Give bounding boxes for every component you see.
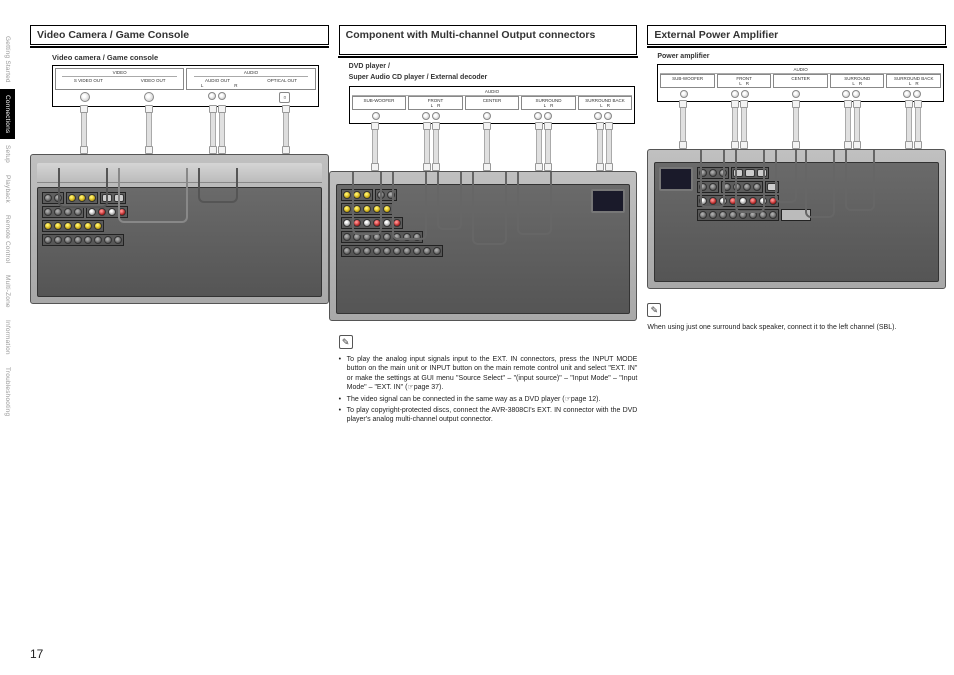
port-audio-l <box>208 92 216 100</box>
cable-icon <box>741 102 747 147</box>
section-title-2: Component with Multi-channel Output conn… <box>339 25 638 55</box>
device-label-2a: DVD player / <box>349 63 638 71</box>
port-icon <box>731 90 739 98</box>
port-icon <box>680 90 688 98</box>
port-icon <box>913 90 921 98</box>
port-icon <box>534 112 542 120</box>
cable-icon <box>424 124 430 169</box>
section-title-1: Video Camera / Game Console <box>30 25 329 45</box>
port-icon <box>741 90 749 98</box>
cable-icon <box>81 107 87 152</box>
cable-icon <box>597 124 603 169</box>
bullet-1: To play the analog input signals input t… <box>339 355 638 393</box>
cable-icon <box>484 124 490 169</box>
note-bullets: To play the analog input signals input t… <box>339 355 638 425</box>
cable-icon <box>372 124 378 169</box>
port-icon <box>432 112 440 120</box>
sidebar-item-troubleshooting[interactable]: Troubleshooting <box>0 361 15 422</box>
cable-icon <box>545 124 551 169</box>
port-icon <box>594 112 602 120</box>
sidebar-item-remote[interactable]: Remote Control <box>0 209 15 269</box>
receiver-diagram-2 <box>329 171 638 321</box>
bullet-3: To play copyright-protected discs, conne… <box>339 406 638 425</box>
device-box-3: AUDIO SUB-WOOFER FRONTLR CENTER SURROUND… <box>657 64 944 102</box>
cable-icon <box>906 102 912 147</box>
cable-icon <box>915 102 921 147</box>
pencil-note-icon: ✎ <box>647 303 661 317</box>
sidebar-item-getting-started[interactable]: Getting Started <box>0 30 15 89</box>
cable-zone-1 <box>52 107 319 152</box>
lr-r: R <box>234 83 237 88</box>
port-icon <box>544 112 552 120</box>
col-power-amp: External Power Amplifier Power amplifier… <box>647 25 946 427</box>
audio-header-2: AUDIO <box>352 89 633 96</box>
cable-icon <box>433 124 439 169</box>
ch-center: CENTER <box>483 98 502 103</box>
col-multichannel: Component with Multi-channel Output conn… <box>339 25 638 427</box>
sidebar-item-multizone[interactable]: Multi-Zone <box>0 269 15 314</box>
cable-icon <box>680 102 686 147</box>
port-label-video: VIDEO OUT <box>141 78 166 83</box>
cable-icon <box>854 102 860 147</box>
device-box-2: AUDIO SUB-WOOFER FRONTLR CENTER SURROUND… <box>349 86 636 124</box>
screen-icon <box>591 189 625 213</box>
cable-icon <box>845 102 851 147</box>
group-audio-label: AUDIO <box>194 70 309 77</box>
cable-zone-3 <box>657 102 944 147</box>
port-icon <box>483 112 491 120</box>
device-label-3: Power amplifier <box>657 53 946 61</box>
port-label-optical: OPTICAL OUT <box>267 78 297 83</box>
cable-icon <box>606 124 612 169</box>
cable-icon <box>146 107 152 152</box>
port-video <box>144 92 154 102</box>
port-optical: ▫ <box>279 92 290 103</box>
cable-icon <box>732 102 738 147</box>
page-number: 17 <box>30 647 43 661</box>
port-icon <box>604 112 612 120</box>
port-audio-r <box>218 92 226 100</box>
cable-icon <box>283 107 289 152</box>
group-video-label: VIDEO <box>62 70 177 77</box>
pencil-note-icon: ✎ <box>339 335 353 349</box>
receiver-diagram-1 <box>30 154 329 304</box>
ch-sub: SUB-WOOFER <box>363 98 394 103</box>
sidebar-item-setup[interactable]: Setup <box>0 139 15 169</box>
receiver-diagram-3 <box>647 149 946 289</box>
lr-l: L <box>201 83 204 88</box>
cable-icon <box>536 124 542 169</box>
audio-header-3: AUDIO <box>660 67 941 74</box>
note-text-3: When using just one surround back speake… <box>647 323 946 332</box>
col-video-camera: Video Camera / Game Console Video camera… <box>30 25 329 427</box>
screen-icon <box>659 167 693 191</box>
device-box-1: VIDEO S VIDEO OUT VIDEO OUT AUDIO AUDIO … <box>52 65 319 107</box>
ch3-center: CENTER <box>791 76 810 81</box>
nav-sidebar: Getting Started Connections Setup Playba… <box>0 0 20 610</box>
cable-icon <box>793 102 799 147</box>
port-icon <box>852 90 860 98</box>
ch3-sub: SUB-WOOFER <box>672 76 703 81</box>
device-label-1: Video camera / Game console <box>52 53 329 62</box>
cable-zone-2 <box>349 124 636 169</box>
port-icon <box>842 90 850 98</box>
sidebar-item-playback[interactable]: Playback <box>0 169 15 209</box>
port-icon <box>372 112 380 120</box>
cable-icon <box>210 107 216 152</box>
port-icon <box>792 90 800 98</box>
section-title-3: External Power Amplifier <box>647 25 946 45</box>
bullet-2: The video signal can be connected in the… <box>339 395 638 404</box>
port-icon <box>903 90 911 98</box>
device-label-2b: Super Audio CD player / External decoder <box>349 74 638 82</box>
port-svideo <box>80 92 90 102</box>
cable-icon <box>219 107 225 152</box>
port-label-svideo: S VIDEO OUT <box>74 78 103 83</box>
sidebar-item-connections[interactable]: Connections <box>0 89 15 139</box>
sidebar-item-information[interactable]: Information <box>0 314 15 361</box>
port-icon <box>422 112 430 120</box>
content-columns: Video Camera / Game Console Video camera… <box>30 25 946 427</box>
